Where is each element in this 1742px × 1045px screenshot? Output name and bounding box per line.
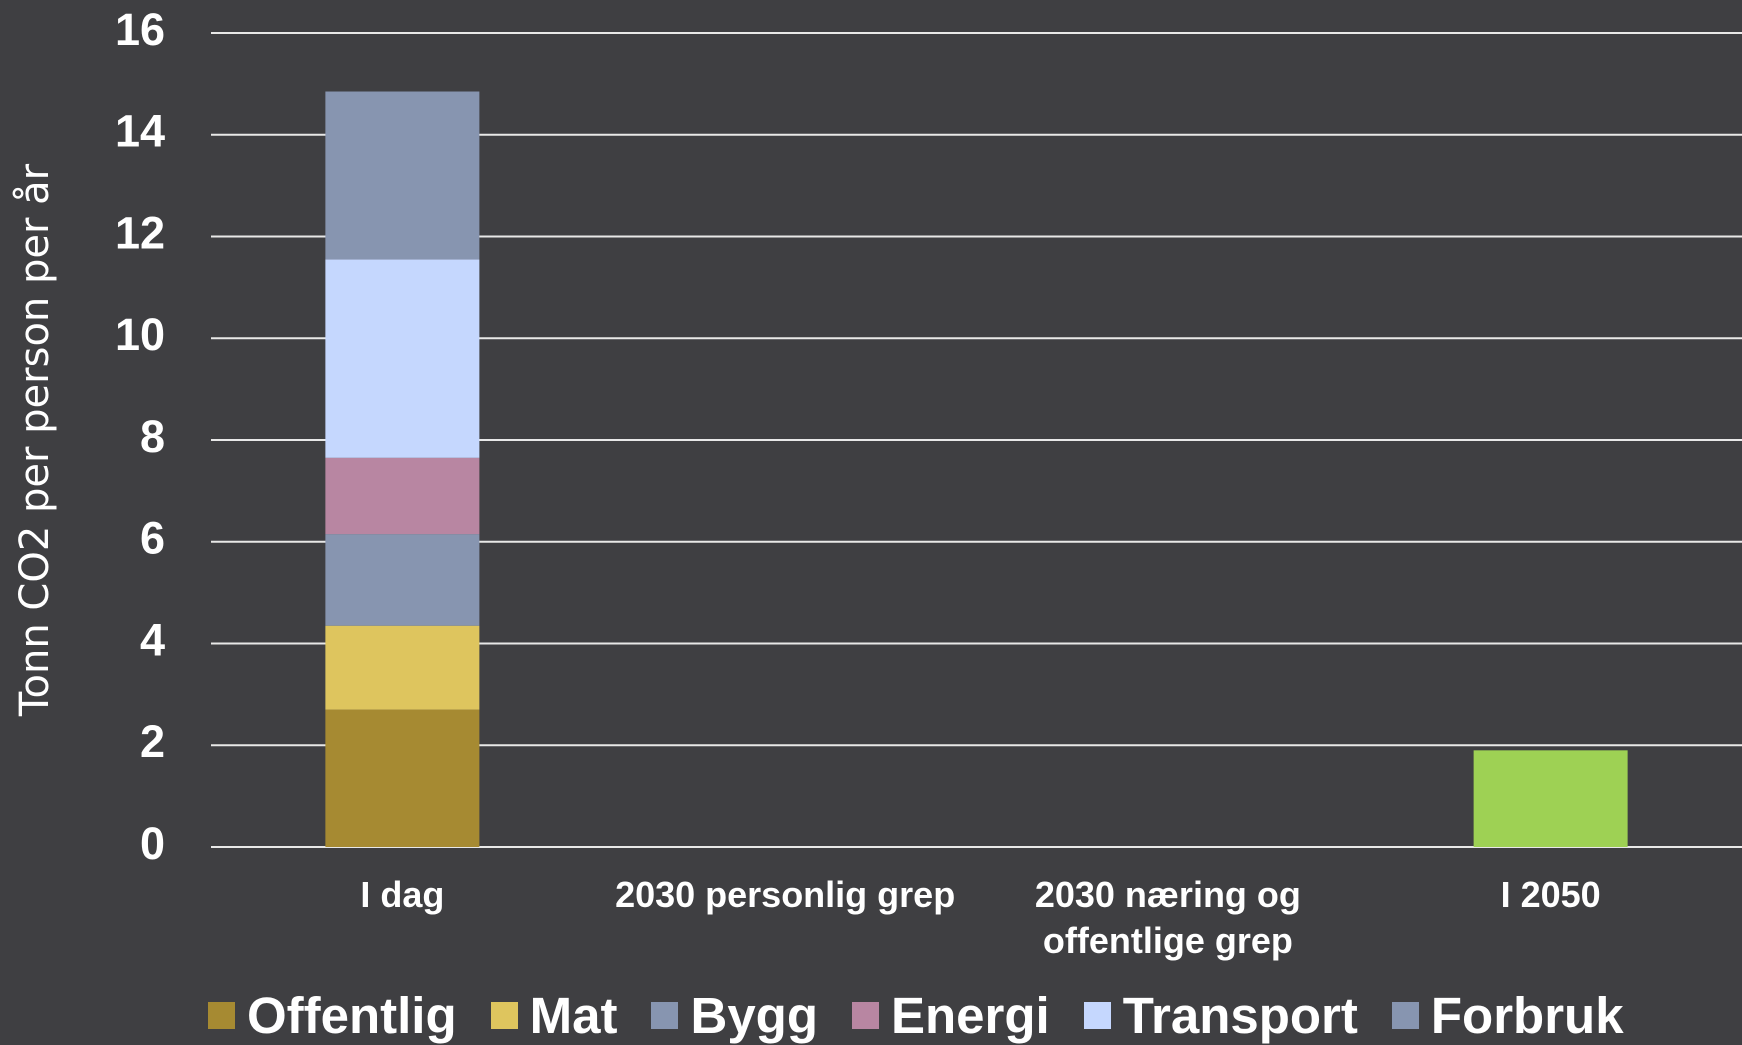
bar-segment (325, 534, 480, 626)
y-tick-label: 4 (140, 614, 165, 665)
x-tick-label: I dag (360, 874, 445, 915)
legend-swatch (1391, 1002, 1419, 1029)
x-tick-label: 2030 næring og offentlige grep (1034, 874, 1301, 961)
y-tick-label: 6 (140, 513, 165, 564)
y-tick-label: 16 (115, 4, 165, 55)
legend-label: Energi (890, 987, 1050, 1044)
bar-segment (1473, 750, 1628, 847)
bar-segment (325, 259, 480, 458)
y-tick-label: 2 (140, 716, 165, 767)
y-tick-label: 10 (115, 309, 165, 360)
legend-item: Offentlig (208, 986, 457, 1045)
legend-item: Mat (490, 986, 618, 1045)
legend-label: Forbruk (1430, 987, 1624, 1044)
legend: Offentlig Mat Bygg Energi Transport Forbruk (208, 986, 1658, 1045)
legend-label: Bygg (690, 987, 818, 1044)
legend-swatch (208, 1002, 235, 1029)
bar-segment (325, 709, 480, 847)
y-tick-label: 0 (140, 818, 165, 869)
legend-label: Transport (1122, 987, 1358, 1044)
legend-item: Energi (851, 986, 1050, 1045)
legend-swatch (851, 1002, 879, 1029)
y-axis-label: Tonn CO2 per person per år (12, 163, 58, 717)
legend-swatch (490, 1002, 518, 1029)
x-tick-label: 2030 personlig grep (615, 874, 956, 915)
legend-item: Bygg (651, 986, 818, 1045)
bar-segment (325, 457, 480, 535)
bar-segment (325, 91, 480, 260)
legend-item: Forbruk (1391, 986, 1624, 1045)
y-tick-label: 12 (115, 207, 165, 258)
y-tick-label: 8 (140, 411, 165, 462)
legend-swatch (1083, 1002, 1111, 1029)
x-tick-label: I 2050 (1500, 874, 1601, 915)
legend-label: Mat (529, 987, 618, 1044)
legend-item: Transport (1083, 986, 1358, 1045)
legend-swatch (651, 1002, 679, 1029)
legend-label: Offentlig (247, 987, 457, 1044)
y-tick-label: 14 (115, 106, 165, 157)
bar-segment (325, 625, 480, 710)
